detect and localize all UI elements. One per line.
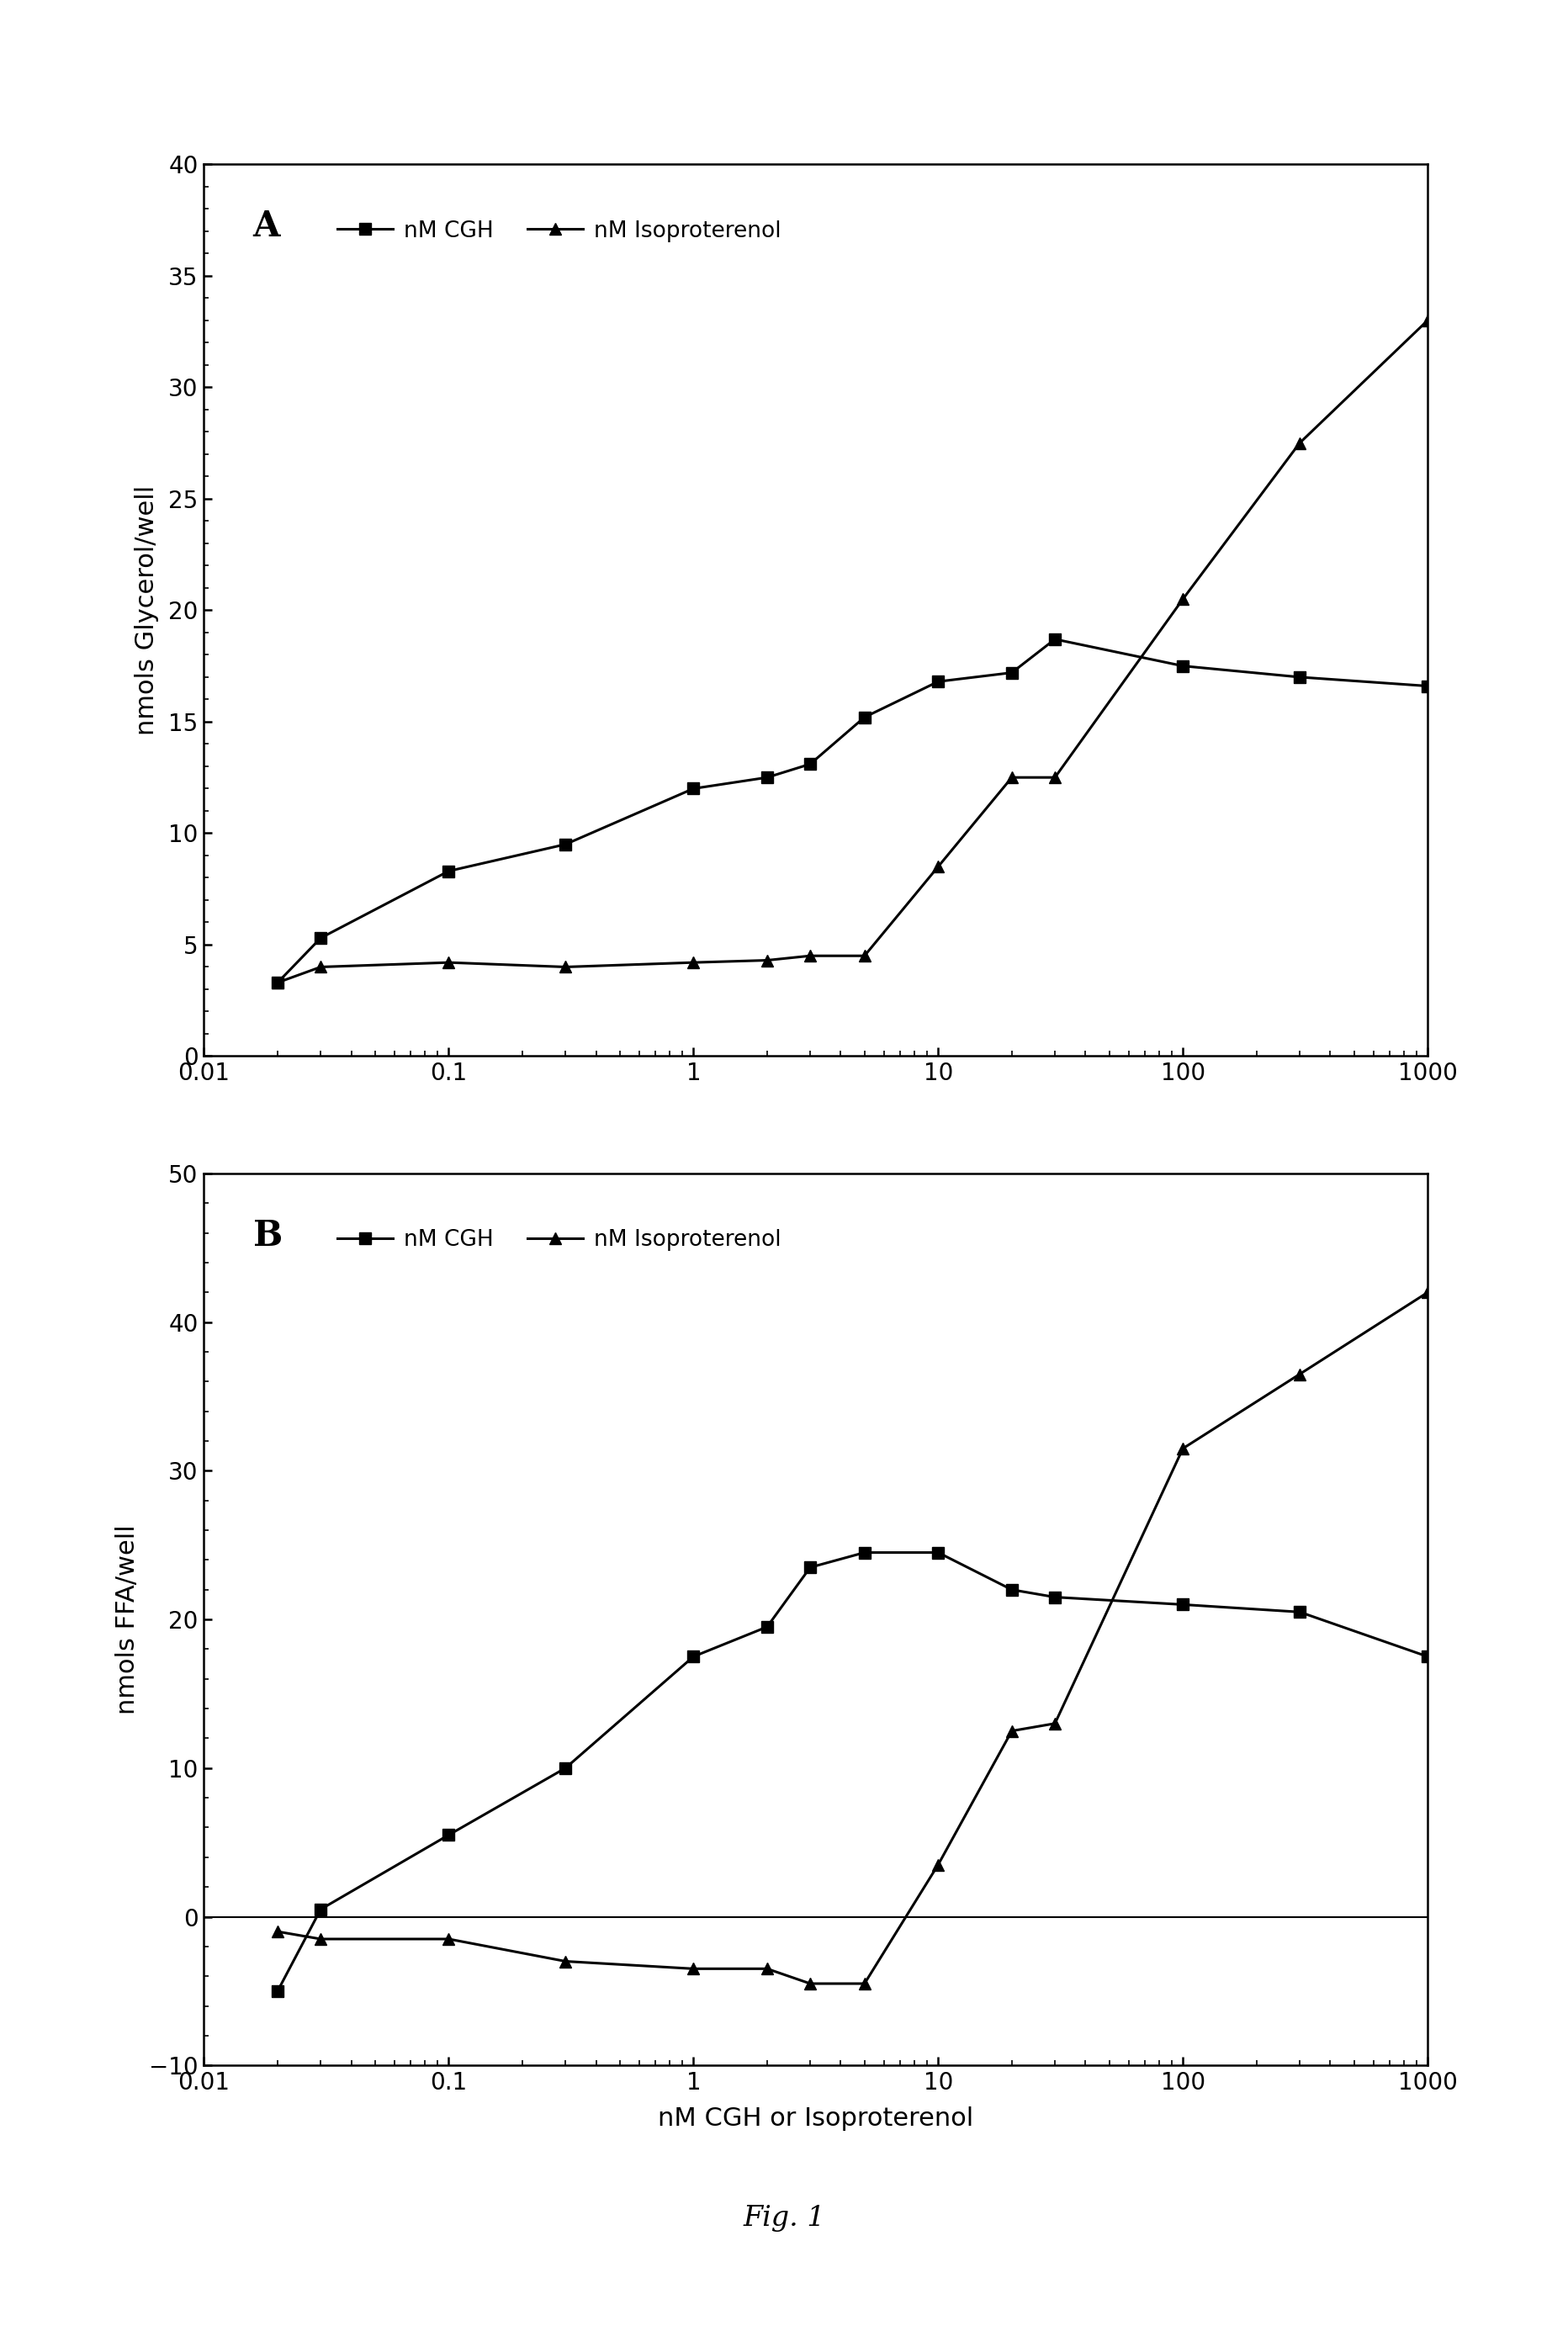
nM Isoproterenol	[855, 941, 873, 969]
nM Isoproterenol	[1417, 305, 1436, 333]
nM Isoproterenol	[855, 1969, 873, 1997]
Line: nM Isoproterenol: nM Isoproterenol	[271, 314, 1433, 988]
nM Isoproterenol	[800, 1969, 818, 1997]
nM CGH	[855, 1540, 873, 1568]
nM CGH	[439, 857, 458, 885]
nM Isoproterenol	[439, 948, 458, 976]
nM Isoproterenol	[555, 953, 574, 981]
Y-axis label: nmols FFA/well: nmols FFA/well	[114, 1526, 140, 1713]
Text: A: A	[252, 209, 281, 244]
nM CGH	[1289, 662, 1308, 690]
nM Isoproterenol	[1002, 763, 1021, 791]
nM CGH	[1002, 660, 1021, 688]
nM Isoproterenol	[928, 1849, 947, 1878]
nM CGH	[855, 704, 873, 732]
nM Isoproterenol	[1289, 430, 1308, 458]
nM CGH	[928, 1540, 947, 1568]
Line: nM CGH: nM CGH	[271, 634, 1433, 988]
nM CGH	[1173, 652, 1192, 681]
nM Isoproterenol	[268, 969, 287, 997]
Legend: nM CGH, nM Isoproterenol: nM CGH, nM Isoproterenol	[337, 1230, 781, 1251]
Legend: nM CGH, nM Isoproterenol: nM CGH, nM Isoproterenol	[337, 221, 781, 242]
nM CGH	[1417, 1643, 1436, 1671]
nM CGH	[439, 1821, 458, 1849]
nM Isoproterenol	[1044, 1709, 1063, 1737]
Line: nM Isoproterenol: nM Isoproterenol	[271, 1286, 1433, 1990]
nM Isoproterenol	[1002, 1718, 1021, 1746]
nM Isoproterenol	[1417, 1279, 1436, 1307]
nM Isoproterenol	[684, 948, 702, 976]
nM CGH	[1289, 1598, 1308, 1626]
nM CGH	[757, 1612, 776, 1641]
nM CGH	[1044, 1582, 1063, 1610]
nM CGH	[800, 751, 818, 779]
nM CGH	[310, 1896, 329, 1925]
nM CGH	[555, 1753, 574, 1781]
Text: B: B	[252, 1218, 282, 1253]
Y-axis label: nmols Glycerol/well: nmols Glycerol/well	[135, 486, 158, 735]
nM Isoproterenol	[757, 946, 776, 974]
nM Isoproterenol	[757, 1955, 776, 1983]
nM Isoproterenol	[310, 1925, 329, 1953]
nM Isoproterenol	[439, 1925, 458, 1953]
nM Isoproterenol	[310, 953, 329, 981]
nM CGH	[757, 763, 776, 791]
nM Isoproterenol	[1173, 1434, 1192, 1462]
nM Isoproterenol	[684, 1955, 702, 1983]
nM CGH	[684, 775, 702, 803]
nM Isoproterenol	[1044, 763, 1063, 791]
nM CGH	[1044, 624, 1063, 652]
Text: Fig. 1: Fig. 1	[743, 2204, 825, 2232]
nM Isoproterenol	[1173, 584, 1192, 613]
Line: nM CGH: nM CGH	[271, 1547, 1433, 1997]
nM Isoproterenol	[268, 1917, 287, 1946]
X-axis label: nM CGH or Isoproterenol: nM CGH or Isoproterenol	[657, 2108, 974, 2131]
nM CGH	[800, 1554, 818, 1582]
nM Isoproterenol	[1289, 1361, 1308, 1389]
nM CGH	[268, 969, 287, 997]
nM CGH	[310, 925, 329, 953]
nM CGH	[268, 1976, 287, 2004]
nM CGH	[928, 667, 947, 695]
nM CGH	[1002, 1575, 1021, 1603]
nM Isoproterenol	[555, 1948, 574, 1976]
nM CGH	[555, 831, 574, 859]
nM CGH	[1173, 1591, 1192, 1619]
nM CGH	[1417, 671, 1436, 699]
nM Isoproterenol	[928, 852, 947, 880]
nM Isoproterenol	[800, 941, 818, 969]
nM CGH	[684, 1643, 702, 1671]
